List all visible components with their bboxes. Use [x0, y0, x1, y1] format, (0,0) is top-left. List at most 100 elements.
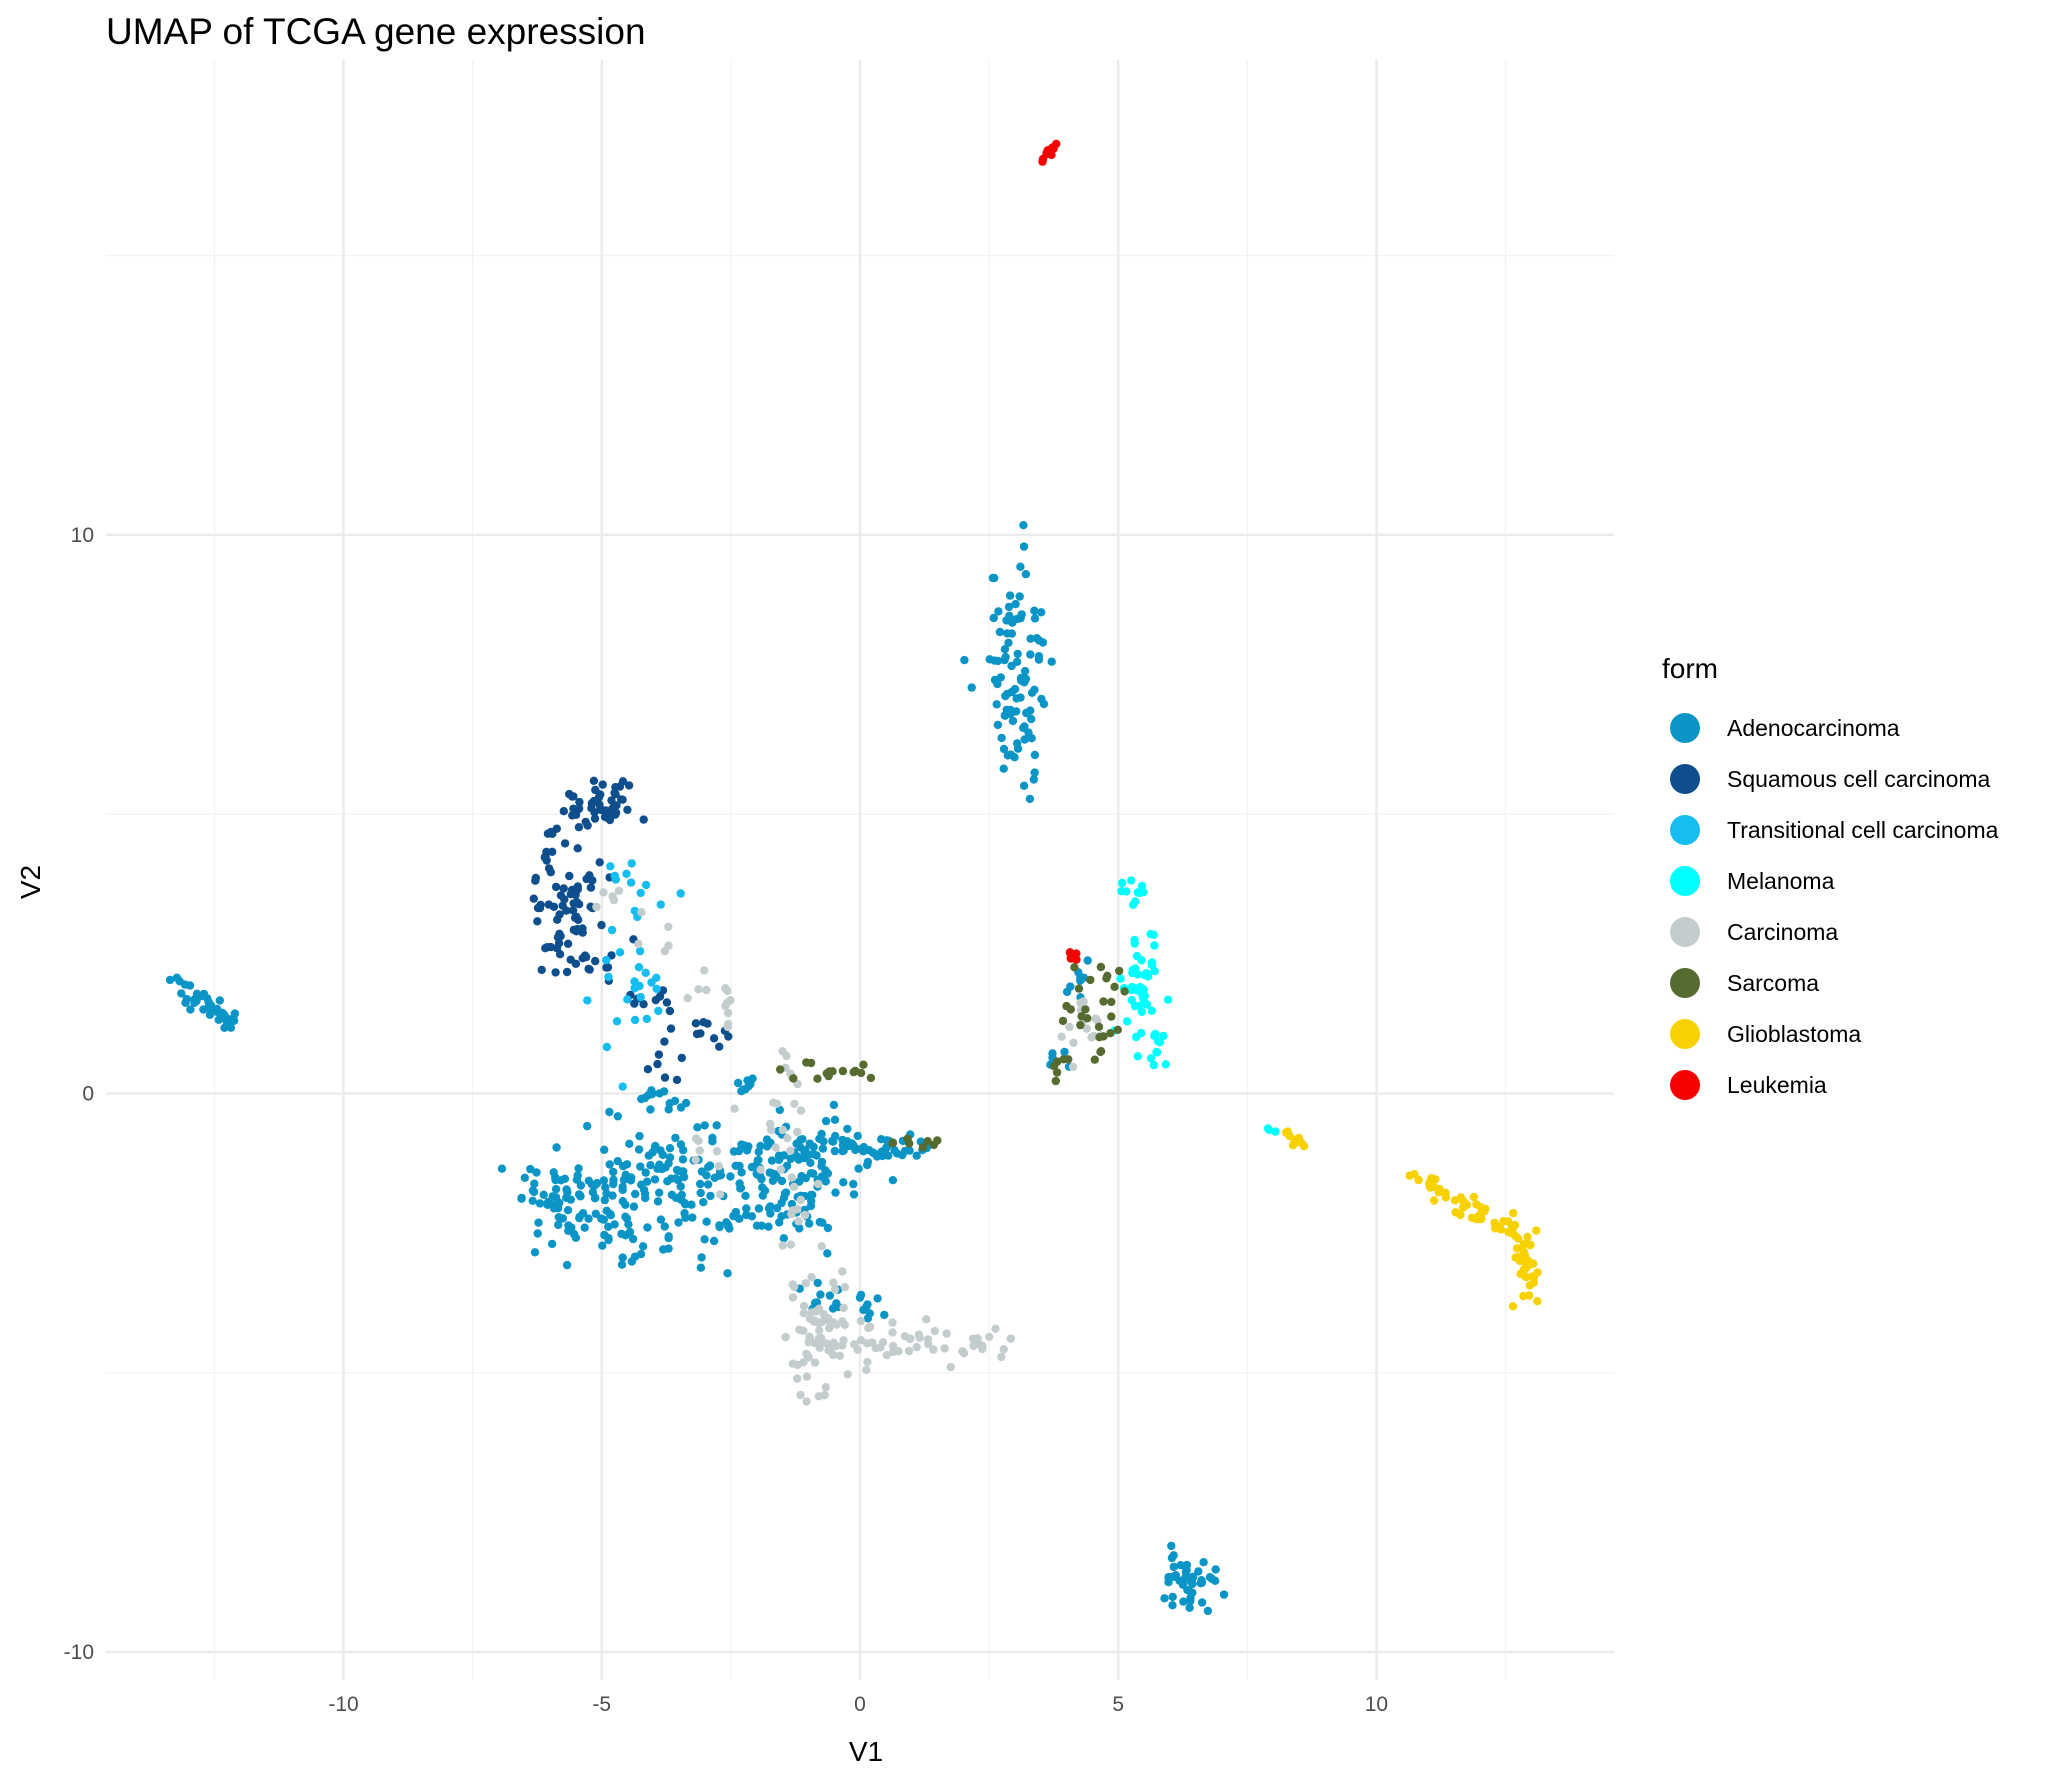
data-point [672, 1165, 682, 1175]
data-point [664, 1105, 673, 1114]
data-point [678, 1155, 688, 1164]
data-point [838, 1267, 847, 1276]
data-point [814, 1392, 823, 1401]
data-point [821, 1177, 830, 1186]
data-point [764, 1222, 773, 1231]
legend-key [1670, 764, 1700, 794]
data-point [741, 1085, 750, 1094]
data-point [863, 1314, 873, 1323]
data-point [802, 1372, 812, 1381]
data-point [683, 994, 692, 1003]
data-point [1082, 1024, 1092, 1033]
data-point [1106, 1029, 1115, 1038]
data-point [607, 925, 617, 935]
data-point [1020, 678, 1029, 687]
data-point [658, 986, 668, 995]
data-point [1034, 655, 1044, 664]
data-point [946, 1362, 955, 1372]
data-point [1027, 688, 1037, 697]
data-point [999, 764, 1008, 773]
data-point [531, 876, 540, 885]
data-point [787, 1209, 796, 1219]
data-point [597, 1214, 606, 1223]
data-point [703, 1180, 713, 1189]
data-point [1197, 1578, 1207, 1587]
data-point [623, 995, 632, 1004]
y-tick-label: 10 [71, 524, 94, 547]
data-point [705, 1161, 715, 1170]
data-point [175, 977, 184, 986]
data-point [799, 1358, 808, 1367]
data-point [555, 1198, 564, 1208]
data-point [787, 1173, 796, 1182]
data-point [667, 1190, 677, 1200]
data-point [796, 1106, 806, 1115]
data-point [894, 1347, 903, 1356]
data-point [666, 1024, 676, 1033]
data-point [617, 1260, 627, 1269]
data-point [606, 862, 615, 871]
data-point [1090, 1055, 1100, 1064]
data-point [601, 806, 610, 815]
data-point [618, 1082, 627, 1091]
data-point [762, 1142, 772, 1151]
data-point [190, 998, 199, 1007]
data-point [583, 996, 592, 1005]
data-point [655, 1089, 664, 1098]
data-point [596, 790, 605, 799]
data-point [1021, 570, 1031, 579]
data-point [735, 1214, 744, 1223]
data-point [799, 1301, 809, 1311]
data-point [1020, 722, 1029, 731]
data-point [628, 1234, 638, 1244]
x-tick-label: 10 [1365, 1693, 1388, 1716]
data-point [796, 1195, 805, 1205]
data-point [1006, 1334, 1015, 1343]
data-point [1007, 661, 1016, 671]
data-point [543, 1200, 552, 1210]
data-point [1027, 734, 1036, 743]
data-point [211, 1005, 220, 1014]
data-point [1013, 649, 1022, 659]
data-point [693, 1123, 702, 1132]
data-point [549, 1168, 558, 1177]
data-point [817, 1242, 826, 1251]
legend-key [1670, 815, 1700, 845]
data-point [795, 1325, 804, 1334]
data-point [530, 1248, 540, 1257]
data-point [790, 1282, 799, 1292]
data-point [555, 950, 565, 959]
data-point [1115, 966, 1124, 976]
data-point [647, 978, 656, 987]
data-point [804, 1338, 813, 1347]
data-point [1083, 1014, 1092, 1023]
data-point [559, 884, 568, 893]
data-point [1027, 714, 1036, 724]
data-point [796, 1390, 805, 1400]
data-point [664, 941, 673, 950]
data-point [929, 1345, 938, 1354]
legend-key [1670, 917, 1700, 947]
data-point [664, 1244, 673, 1253]
data-point [537, 965, 546, 975]
data-point [230, 1009, 240, 1018]
data-point [186, 1005, 195, 1014]
data-point [517, 1194, 526, 1203]
data-point [756, 1141, 765, 1151]
data-point [533, 1229, 542, 1238]
data-point [1160, 1594, 1169, 1603]
data-point [604, 972, 613, 982]
data-point [641, 968, 650, 977]
data-point [1523, 1232, 1532, 1242]
data-point [715, 1171, 724, 1180]
data-point [985, 1332, 994, 1342]
data-point [757, 1174, 766, 1184]
data-point [641, 1168, 650, 1177]
data-point [712, 1121, 721, 1130]
data-point [529, 894, 538, 903]
data-point [615, 948, 625, 957]
x-tick-label: -5 [592, 1693, 611, 1716]
data-point [548, 847, 557, 856]
data-point [768, 1176, 778, 1186]
data-point [776, 1165, 786, 1174]
